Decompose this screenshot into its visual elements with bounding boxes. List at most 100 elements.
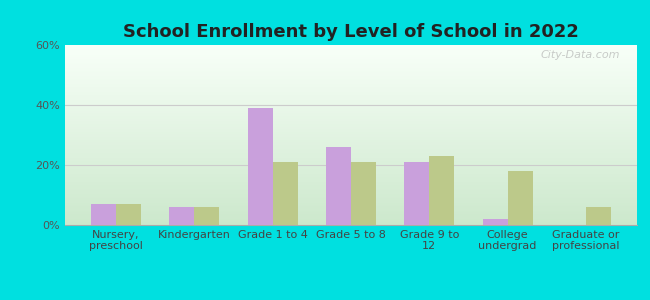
Bar (65, 132, 637, 133)
Bar (65, 206, 637, 207)
Bar (65, 71, 637, 72)
Bar (65, 59, 637, 60)
Bar (65, 137, 637, 138)
Bar (65, 65, 637, 66)
Bar (65, 199, 637, 200)
Bar (65, 218, 637, 219)
Bar (65, 62, 637, 63)
Bar (65, 70, 637, 71)
Bar (65, 131, 637, 132)
Bar (65, 48, 637, 49)
Bar (65, 198, 637, 199)
Title: School Enrollment by Level of School in 2022: School Enrollment by Level of School in … (123, 23, 579, 41)
Bar (65, 51, 637, 52)
Bar (65, 76, 637, 77)
Bar (65, 169, 637, 170)
Bar (65, 211, 637, 212)
Bar (65, 151, 637, 152)
Bar (65, 53, 637, 54)
Bar (65, 75, 637, 76)
Bar (65, 49, 637, 50)
Bar (65, 149, 637, 150)
Bar (65, 209, 637, 210)
Bar (65, 190, 637, 191)
Bar (65, 81, 637, 82)
Bar (65, 74, 637, 75)
Bar (65, 89, 637, 90)
Bar (65, 135, 637, 136)
Bar (65, 122, 637, 123)
Bar (65, 224, 637, 225)
Bar (65, 203, 637, 204)
Bar (248, 108, 273, 225)
Bar (65, 217, 637, 218)
Bar (65, 69, 637, 70)
Bar (65, 148, 637, 149)
Bar (65, 101, 637, 102)
Bar (65, 134, 637, 135)
Bar (65, 91, 637, 92)
Bar (65, 153, 637, 154)
Bar (65, 126, 637, 127)
Bar (65, 52, 637, 53)
Bar (65, 86, 637, 87)
Bar (65, 114, 637, 115)
Bar (65, 184, 637, 185)
Bar (65, 109, 637, 110)
Bar (65, 150, 637, 151)
Bar (351, 162, 376, 225)
Bar (65, 46, 637, 47)
Bar (404, 162, 429, 225)
Bar (326, 147, 351, 225)
Bar (65, 171, 637, 172)
Bar (65, 125, 637, 126)
Bar (65, 144, 637, 145)
Bar (65, 142, 637, 143)
Bar (65, 155, 637, 156)
Bar (65, 173, 637, 174)
Bar (65, 127, 637, 128)
Bar (65, 166, 637, 167)
Bar (65, 202, 637, 203)
Bar (65, 194, 637, 195)
Bar (65, 78, 637, 79)
Bar (65, 115, 637, 116)
Bar (169, 207, 194, 225)
Bar (65, 104, 637, 105)
Bar (65, 204, 637, 205)
Bar (65, 87, 637, 88)
Bar (65, 195, 637, 196)
Bar (65, 97, 637, 98)
Bar (65, 79, 637, 80)
Bar (194, 207, 220, 225)
Bar (586, 207, 611, 225)
Bar (65, 176, 637, 177)
Bar (65, 73, 637, 74)
Bar (65, 66, 637, 67)
Bar (65, 180, 637, 181)
Bar (65, 185, 637, 186)
Bar (65, 102, 637, 103)
Bar (65, 182, 637, 183)
Bar (65, 179, 637, 180)
Bar (65, 136, 637, 137)
Bar (65, 214, 637, 215)
Bar (65, 118, 637, 119)
Bar (65, 165, 637, 166)
Bar (65, 112, 637, 113)
Bar (65, 93, 637, 94)
Bar (65, 84, 637, 85)
Bar (65, 191, 637, 192)
Bar (65, 146, 637, 147)
Bar (65, 163, 637, 164)
Bar (65, 85, 637, 86)
Bar (65, 95, 637, 96)
Bar (65, 80, 637, 81)
Bar (65, 215, 637, 216)
Bar (65, 156, 637, 157)
Bar (65, 128, 637, 129)
Bar (65, 193, 637, 194)
Bar (65, 154, 637, 155)
Bar (65, 170, 637, 171)
Bar (91, 204, 116, 225)
